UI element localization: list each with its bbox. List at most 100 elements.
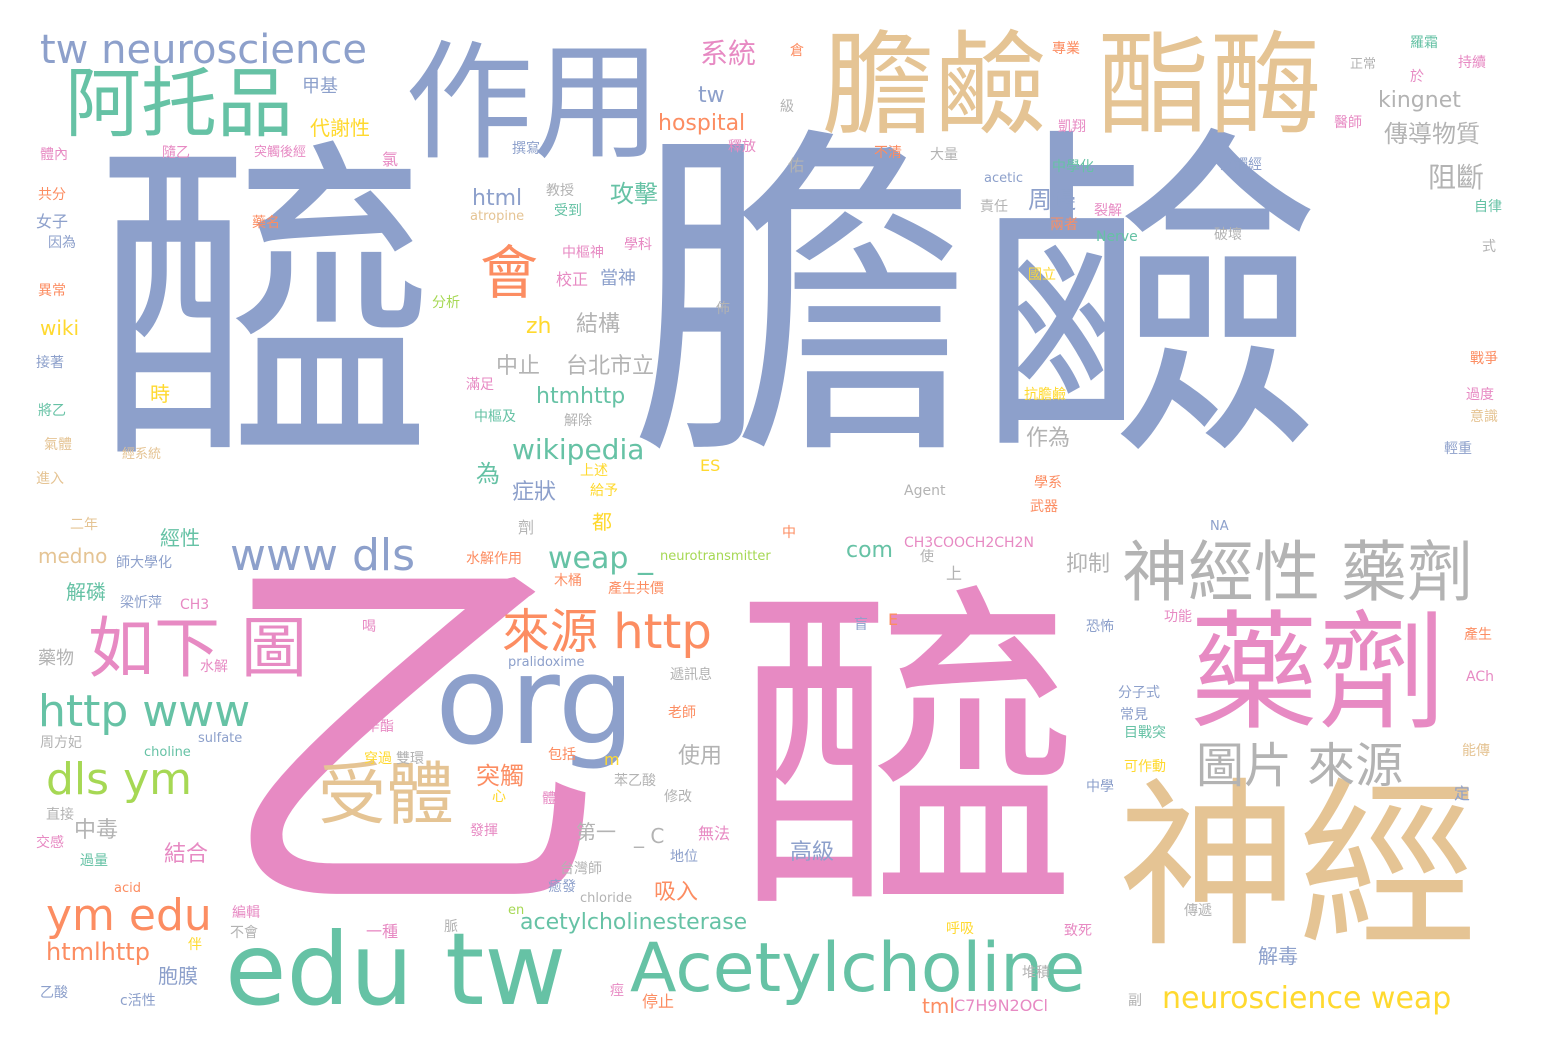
word: 異常 [38, 283, 66, 299]
word: 中毒 [74, 818, 119, 843]
word: ACh [1466, 669, 1494, 685]
word: 不清 [874, 145, 902, 161]
word: 給予 [590, 483, 618, 499]
word: 為 [476, 460, 500, 488]
word: 解除 [564, 413, 592, 429]
word: 膽鹼 [822, 21, 1046, 151]
word: neurotransmitter [660, 549, 771, 564]
word: 時 [150, 382, 170, 406]
word: 吸入 [654, 880, 699, 905]
word: wikipedia [512, 433, 645, 466]
word: html [472, 186, 523, 211]
word: acid [114, 881, 141, 896]
word: http www [38, 686, 251, 737]
word: 堆積 [1022, 965, 1050, 981]
word: 修改 [664, 789, 692, 805]
word: 體內 [40, 147, 68, 163]
word: 阻斷 [1428, 161, 1485, 194]
word: 中學化 [1052, 159, 1094, 175]
word: tw [698, 83, 725, 108]
word: acetylcholinesterase [520, 910, 748, 935]
word: 武器 [1030, 499, 1058, 515]
word: CH3 [180, 597, 210, 613]
word: acetic [984, 171, 1023, 186]
word: 目戰突 [1124, 725, 1166, 741]
word: kingnet [1378, 88, 1461, 113]
word: 分析 [432, 295, 460, 311]
word: 木桶 [554, 573, 582, 589]
word: dls ym [46, 754, 192, 805]
word: 台灣師 [560, 861, 602, 877]
word: 酯酶 [1098, 21, 1322, 151]
word: 凱翔 [1058, 119, 1086, 135]
word: 氯 [382, 150, 399, 169]
word: choline [144, 745, 191, 760]
word: 辛酯 [366, 719, 394, 735]
word: 心 [492, 789, 506, 805]
word: 抑制 [1066, 552, 1111, 577]
word: 遞訊息 [670, 667, 712, 683]
word: 胞膜 [158, 964, 198, 988]
word: 如下 圖 [88, 610, 307, 687]
word: 痙 [610, 983, 624, 999]
word: 包括 [548, 747, 576, 763]
word: 級 [780, 99, 794, 115]
word: 呼吸 [946, 921, 974, 937]
word: 產生 [1464, 627, 1492, 643]
word: 直接 [46, 807, 74, 823]
word: 圖片 來源 [1196, 738, 1404, 794]
word: 傳遞 [1184, 903, 1212, 919]
word: 伴 [188, 937, 202, 953]
word: 佈 [716, 301, 730, 317]
word: 突觸經 [1220, 157, 1262, 173]
word: Nerve [1096, 229, 1138, 245]
word: 阿托品 [65, 59, 293, 148]
word: 盲 [854, 617, 868, 633]
word: 解磷 [66, 580, 106, 604]
word: 結構 [576, 312, 621, 337]
word: 乙 [215, 512, 610, 972]
word: 藥名 [252, 215, 280, 231]
word: 致死 [1064, 923, 1092, 939]
word: medno [38, 544, 108, 568]
word: 滿足 [466, 377, 494, 393]
word: 一種 [366, 922, 399, 941]
word: 隨乙 [162, 145, 190, 161]
word: 師大學化 [116, 555, 172, 571]
word: pralidoxime [508, 655, 585, 670]
word: 上 [946, 564, 963, 583]
word: 經系統 [122, 447, 162, 462]
word: sulfate [198, 731, 243, 746]
word: 能傳 [1462, 743, 1490, 759]
word: 式 [1482, 239, 1496, 255]
word: htmlhttp [46, 938, 150, 966]
word: 過量 [80, 853, 108, 869]
word: 責任 [980, 199, 1008, 215]
word: 兩者 [1050, 217, 1078, 233]
word: 破壞 [1214, 227, 1242, 243]
word: 二年 [70, 517, 98, 533]
word: 周邊 [1028, 186, 1076, 214]
word: 可作動 [1124, 759, 1166, 775]
word: neuroscience weap [1162, 981, 1452, 1016]
word: 受到 [554, 203, 582, 219]
word: 中樞神 [562, 245, 604, 261]
word: chloride [580, 891, 633, 906]
word: 撰寫 [512, 141, 540, 157]
word: 膽鹼 [630, 102, 1320, 503]
word: 結合 [164, 842, 209, 867]
word: 氣體 [44, 437, 72, 453]
word: 倉 [790, 43, 804, 59]
word: 編輯 [232, 905, 260, 921]
word: C7H9N2OCl [954, 996, 1048, 1015]
word: 甲基 [302, 76, 338, 97]
word: 會 [480, 239, 539, 307]
word: 受體 [318, 756, 455, 835]
word: hospital [658, 111, 746, 136]
word: 神經 [1118, 763, 1479, 972]
word: 水解 [200, 659, 228, 675]
word: 解毒 [1258, 944, 1298, 968]
word: 學科 [624, 237, 652, 253]
word: m [604, 750, 620, 769]
